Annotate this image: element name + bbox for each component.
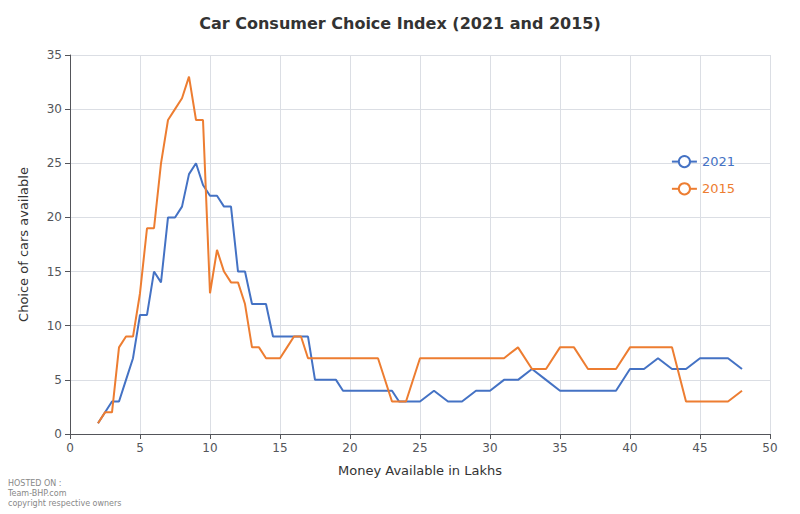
svg-text:20: 20 <box>47 210 62 224</box>
svg-text:Car Consumer Choice Index (202: Car Consumer Choice Index (2021 and 2015… <box>199 14 601 33</box>
svg-text:15: 15 <box>47 265 62 279</box>
svg-text:10: 10 <box>202 441 217 455</box>
svg-text:25: 25 <box>412 441 427 455</box>
svg-text:2021: 2021 <box>702 154 735 169</box>
svg-text:0: 0 <box>66 441 74 455</box>
svg-text:Team-BHP.com: Team-BHP.com <box>7 489 67 498</box>
svg-text:Money Available in Lakhs: Money Available in Lakhs <box>338 463 502 478</box>
svg-text:copyright respective owners: copyright respective owners <box>8 499 122 508</box>
svg-text:20: 20 <box>342 441 357 455</box>
svg-text:5: 5 <box>54 373 62 387</box>
svg-text:50: 50 <box>762 441 777 455</box>
svg-text:2015: 2015 <box>702 181 735 196</box>
svg-text:30: 30 <box>482 441 497 455</box>
svg-text:45: 45 <box>692 441 707 455</box>
svg-text:10: 10 <box>47 319 62 333</box>
svg-text:Choice of cars available: Choice of cars available <box>16 167 31 322</box>
svg-text:5: 5 <box>136 441 144 455</box>
svg-text:35: 35 <box>47 48 62 62</box>
svg-text:0: 0 <box>54 427 62 441</box>
svg-text:40: 40 <box>622 441 637 455</box>
svg-text:30: 30 <box>47 102 62 116</box>
svg-text:35: 35 <box>552 441 567 455</box>
svg-text:15: 15 <box>272 441 287 455</box>
svg-text:HOSTED ON :: HOSTED ON : <box>8 479 62 488</box>
svg-text:25: 25 <box>47 156 62 170</box>
